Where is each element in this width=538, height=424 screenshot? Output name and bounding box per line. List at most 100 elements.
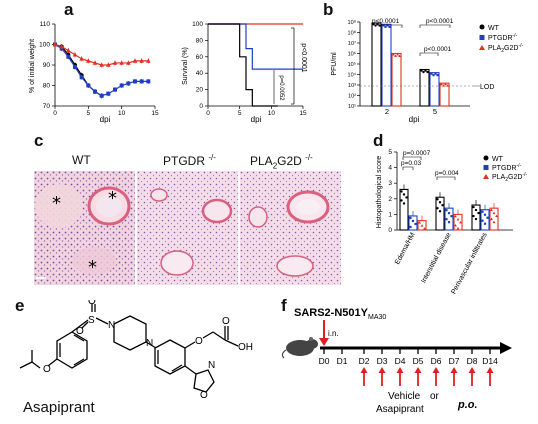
svg-text:N: N — [146, 338, 153, 349]
d-p2: p=0.03 — [401, 160, 421, 167]
d-legend-wt: WT — [492, 156, 504, 163]
weight-ytick: 90 — [43, 62, 51, 69]
svg-text:*: * — [52, 193, 61, 214]
survival-xtick: 15 — [299, 110, 307, 117]
d-legend-pla: PLA — [492, 174, 506, 181]
day-label: D8 — [467, 356, 478, 366]
b-bar — [391, 52, 402, 107]
panel-a-weight-chart: 70 80 90 100 110 0 5 10 15 % of initial weight d… — [29, 21, 159, 124]
c-label-wt: WT — [72, 153, 91, 167]
weight-ytick: 80 — [43, 83, 51, 90]
weight-xtick: 15 — [151, 110, 159, 117]
weight-point — [59, 44, 64, 49]
weight-point — [139, 79, 144, 84]
day-label: D5 — [413, 356, 424, 366]
svg-text:PLA2G2D-/-: PLA2G2D-/- — [488, 43, 523, 54]
svg-text:O: O — [195, 336, 203, 347]
b-ytick: 10⁴ — [348, 72, 357, 79]
day-label: D0 — [319, 356, 330, 366]
d-bar — [471, 204, 481, 231]
panel-letter-f: f — [281, 296, 287, 315]
b-ytick: 10³ — [348, 83, 356, 89]
b-ytick: 10⁹ — [348, 19, 356, 26]
day-label: D4 — [395, 356, 406, 366]
virus-name: SARS2-N501Y — [294, 307, 369, 319]
svg-text:S: S — [88, 315, 95, 326]
b-p-left: p<0.0001 — [372, 18, 400, 25]
weight-point — [113, 87, 117, 92]
survival-ytick: 60 — [196, 54, 204, 61]
weight-point — [119, 60, 124, 65]
day-label: D3 — [377, 356, 388, 366]
svg-text:PTGDR-/-: PTGDR-/- — [488, 33, 518, 42]
survival-xtick: 0 — [206, 110, 210, 117]
b-ytick: 10⁷ — [348, 40, 356, 47]
b-bar — [371, 22, 382, 107]
svg-text:O: O — [88, 300, 96, 307]
weight-point — [72, 52, 78, 57]
b-ytick: 10⁶ — [348, 51, 356, 58]
weight-point — [106, 91, 111, 96]
survival-ytick: 0 — [199, 103, 203, 110]
weight-xtick: 5 — [87, 110, 91, 117]
survival-xlabel: dpi — [251, 115, 262, 124]
survival-ytick: 20 — [196, 87, 204, 94]
panel-b-virus-titer-chart: 10¹ 10² 10³ 10⁴ 10⁵ 10⁶ 10⁷ 10⁸ 10⁹ 2 5 LOD p<0.00… — [331, 18, 523, 124]
drug-name: Asapiprant — [23, 399, 95, 416]
panel-letter-d: d — [373, 131, 384, 150]
c-label-ptgdr: PTGDR -/- — [163, 153, 216, 168]
weight-point — [93, 89, 97, 94]
d-bar — [435, 196, 445, 231]
svg-text:PTGDR-/-: PTGDR-/- — [492, 163, 522, 172]
survival-ytick: 100 — [192, 21, 203, 28]
weight-point — [79, 56, 84, 61]
weight-point — [73, 65, 77, 70]
d-category-label: Perivascular infiltrates — [450, 231, 489, 295]
survival-ylabel: Survival (%) — [182, 47, 189, 85]
b-ytick: 10⁸ — [348, 30, 356, 37]
survival-ytick: 80 — [196, 37, 204, 44]
svg-text:N: N — [108, 320, 115, 331]
b-legend-pla: PLA — [488, 45, 502, 52]
weight-point — [106, 62, 111, 67]
d-category-label: Interstitial disease — [420, 232, 453, 285]
b-p-right-mid: p<0.0001 — [424, 46, 452, 53]
day-label: D2 — [359, 356, 370, 366]
weight-xtick: 0 — [53, 110, 57, 117]
weight-series-line — [54, 43, 102, 97]
b-ylabel: PFU/ml — [331, 52, 338, 76]
weight-point — [52, 42, 58, 47]
weight-xtick: 10 — [118, 110, 126, 117]
b-xlabel: dpi — [409, 115, 420, 124]
day-label: D6 — [431, 356, 442, 366]
b-bar — [419, 68, 430, 107]
weight-ytick: 100 — [39, 42, 50, 49]
weight-ytick: 110 — [40, 21, 51, 28]
survival-xtick: 5 — [238, 110, 242, 117]
d-p1: p=0.0007 — [403, 150, 431, 157]
panel-f-timeline: SARS2-N501YMA30 i.n. D0 D1 D2 D3 D4 D5 D6 D7 D8 D… — [281, 307, 512, 415]
day-label: D1 — [337, 356, 348, 366]
b-xtick: 5 — [433, 107, 437, 116]
vehicle-label: Vehicle — [388, 391, 421, 402]
weight-ytick: 70 — [43, 103, 51, 110]
route-po: p.o. — [457, 399, 478, 411]
b-legend: WT PTGDR-/- PLA2G2D-/- — [479, 24, 523, 54]
b-lod: LOD — [480, 84, 494, 91]
survival-xtick: 10 — [268, 110, 276, 117]
svg-text:O: O — [43, 364, 51, 375]
b-legend-wt: WT — [488, 25, 500, 32]
weight-point — [92, 60, 98, 65]
d-legend-ptgdr: PTGDR — [492, 165, 517, 172]
weight-point — [119, 83, 124, 88]
d-ytick: 3 — [388, 180, 392, 187]
survival-series-line — [208, 23, 278, 107]
b-ytick: 10² — [348, 94, 356, 100]
d-p3: p=0.004 — [435, 170, 459, 177]
svg-text:PLA2G2D-/-: PLA2G2D-/- — [492, 172, 527, 183]
d-legend: WT PTGDR-/- PLA2G2D-/- — [483, 155, 527, 183]
weight-point — [66, 54, 71, 59]
panel-d-histopathology-chart: 0 1 2 3 4 5 p=0.0007 p=0.03 p=0.004 Histopath… — [376, 149, 527, 295]
b-legend-ptgdr: PTGDR — [488, 35, 513, 42]
d-category-label: Edema/HM — [394, 232, 417, 266]
